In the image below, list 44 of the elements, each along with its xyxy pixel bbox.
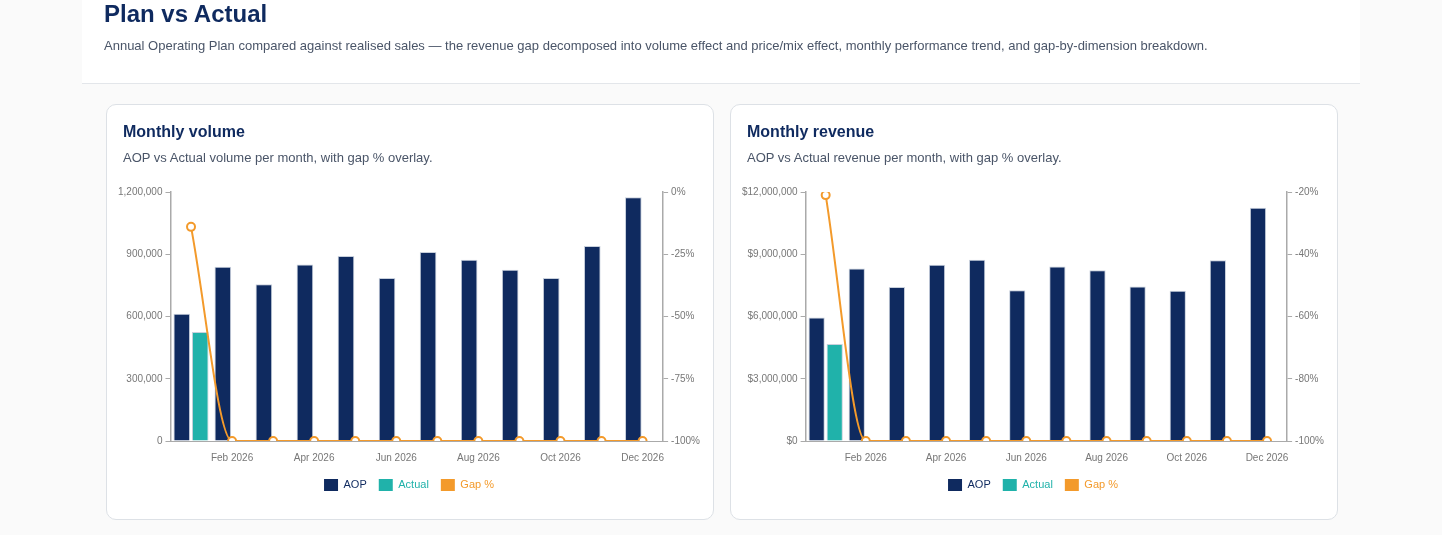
x-tick-label: Apr 2026 [293, 451, 335, 463]
legend-label: Actual [398, 478, 429, 491]
x-tick-label: Dec 2026 [1245, 451, 1289, 463]
text: Annual Operating Plan compared against realised sales — the revenue gap decomposed into volume effect and price/mix effect, monthly performance trend, and gap-by-dimension breakdown. [104, 37, 1209, 55]
legend-label: Gap % [1084, 478, 1119, 491]
y2-tick-label: -75% [671, 372, 695, 384]
y-tick-label: 1,200,000 [117, 185, 163, 197]
y2-tick-label: -25% [671, 248, 695, 259]
x-tick-label: Oct 2026 [540, 451, 582, 463]
y2-tick-label: -60% [1295, 310, 1319, 322]
x-tick-label: Dec 2026 [621, 451, 665, 463]
x-tick-label: Jun 2026 [375, 451, 418, 463]
y-tick-label: 0 [156, 434, 163, 446]
legend-label: AOP [967, 478, 991, 491]
y-tick-label: 600,000 [126, 310, 163, 322]
y-tick-label: $12,000,000 [741, 185, 799, 197]
chart-title: Monthly volume [123, 123, 245, 141]
x-tick-label: Aug 2026 [1085, 451, 1129, 463]
y-tick-label: 900,000 [126, 248, 163, 259]
y-tick-label: $9,000,000 [747, 248, 799, 259]
chart-subtitle: AOP vs Actual volume per month, with gap % overlay. [123, 150, 433, 165]
legend-label: AOP [343, 478, 367, 491]
legend-label: Gap % [460, 478, 495, 491]
x-tick-label: Feb 2026 [844, 451, 888, 463]
y-tick-label: $3,000,000 [747, 372, 799, 384]
chart-subtitle: AOP vs Actual revenue per month, with gap % overlay. [747, 150, 1062, 165]
x-tick-label: Apr 2026 [925, 451, 967, 463]
y2-tick-label: -20% [1295, 185, 1319, 197]
y2-tick-label: -100% [1295, 434, 1325, 446]
y-tick-label: 300,000 [126, 372, 163, 384]
y-tick-label: $6,000,000 [747, 310, 799, 322]
x-tick-label: Oct 2026 [1166, 451, 1208, 463]
chart-title: Monthly revenue [747, 123, 875, 141]
y2-tick-label: -50% [671, 310, 695, 322]
x-tick-label: Feb 2026 [210, 451, 254, 463]
legend-label: Actual [1022, 478, 1053, 491]
y2-tick-label: -40% [1295, 248, 1319, 259]
x-tick-label: Aug 2026 [456, 451, 501, 463]
x-tick-label: Jun 2026 [1005, 451, 1048, 463]
y2-tick-label: 0% [671, 185, 686, 197]
text: Plan vs Actual [104, 0, 268, 28]
y2-tick-label: -80% [1295, 372, 1319, 384]
y-tick-label: $0 [786, 434, 799, 446]
y2-tick-label: -100% [671, 434, 701, 446]
